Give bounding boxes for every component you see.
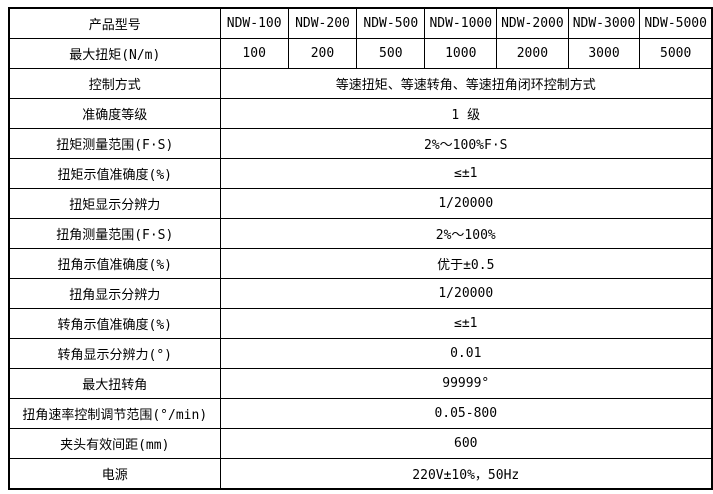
table-row: 扭角显示分辨力 1/20000 [8, 278, 713, 309]
table-row: 扭矩测量范围(F·S) 2%～100%F·S [8, 128, 713, 159]
table-row: 最大扭矩(N/m) 100 200 500 1000 2000 3000 5000 [8, 38, 713, 69]
spec-row-label: 转角显示分辨力(°) [8, 338, 221, 369]
model-name-cell: NDW-5000 [639, 7, 713, 39]
table-row: 扭矩显示分辨力 1/20000 [8, 188, 713, 219]
torque-value-cell: 3000 [567, 38, 641, 69]
table-row: 扭角示值准确度(%) 优于±0.5 [8, 248, 713, 279]
table-row: 产品型号 NDW-100 NDW-200 NDW-500 NDW-1000 NDW-200… [8, 7, 713, 39]
table-row: 扭矩示值准确度(%) ≤±1 [8, 158, 713, 189]
model-name-cell: NDW-1000 [424, 7, 498, 39]
table-row: 转角示值准确度(%) ≤±1 [8, 308, 713, 339]
spec-row-label: 扭矩示值准确度(%) [8, 158, 221, 189]
table-row: 扭角速率控制调节范围(°/min) 0.05-800 [8, 398, 713, 429]
table-row: 最大扭转角 99999° [8, 368, 713, 399]
torque-value-cell: 500 [356, 38, 426, 69]
spec-row-label: 扭角测量范围(F·S) [8, 218, 221, 249]
model-name-cell: NDW-200 [287, 7, 358, 39]
row-label-product-model: 产品型号 [8, 7, 221, 39]
spec-table-container: 产品型号 NDW-100 NDW-200 NDW-500 NDW-1000 NDW-200… [8, 7, 713, 490]
spec-row-label: 夹头有效间距(mm) [8, 428, 221, 459]
spec-row-label: 扭角示值准确度(%) [8, 248, 221, 279]
model-name-cell: NDW-3000 [567, 7, 641, 39]
spec-row-label: 扭矩显示分辨力 [8, 188, 221, 219]
model-name-cell: NDW-2000 [496, 7, 569, 39]
spec-row-value: 1/20000 [219, 188, 713, 219]
table-row: 转角显示分辨力(°) 0.01 [8, 338, 713, 369]
spec-row-value: 等速扭矩、等速转角、等速扭角闭环控制方式 [219, 68, 713, 99]
spec-row-value: 600 [219, 428, 713, 459]
spec-row-value: 2%～100% [219, 218, 713, 249]
table-row: 控制方式 等速扭矩、等速转角、等速扭角闭环控制方式 [8, 68, 713, 99]
torque-value-cell: 2000 [496, 38, 569, 69]
spec-row-label: 转角示值准确度(%) [8, 308, 221, 339]
product-spec-table: 产品型号 NDW-100 NDW-200 NDW-500 NDW-1000 NDW-200… [8, 7, 713, 490]
spec-row-value: 2%～100%F·S [219, 128, 713, 159]
torque-value-cell: 5000 [639, 38, 713, 69]
torque-value-cell: 100 [219, 38, 289, 69]
torque-value-cell: 1000 [424, 38, 498, 69]
spec-row-value: ≤±1 [219, 158, 713, 189]
spec-row-label: 准确度等级 [8, 98, 221, 129]
model-name-cell: NDW-500 [356, 7, 426, 39]
spec-row-label: 控制方式 [8, 68, 221, 99]
spec-row-value: 优于±0.5 [219, 248, 713, 279]
table-row: 扭角测量范围(F·S) 2%～100% [8, 218, 713, 249]
spec-row-label: 最大扭转角 [8, 368, 221, 399]
spec-row-value: 99999° [219, 368, 713, 399]
spec-row-label: 扭角速率控制调节范围(°/min) [8, 398, 221, 429]
table-row: 电源 220V±10%，50Hz [8, 458, 713, 490]
spec-row-value: ≤±1 [219, 308, 713, 339]
spec-row-value: 1 级 [219, 98, 713, 129]
spec-row-label: 扭角显示分辨力 [8, 278, 221, 309]
spec-row-label: 扭矩测量范围(F·S) [8, 128, 221, 159]
spec-row-value: 0.01 [219, 338, 713, 369]
spec-row-value: 0.05-800 [219, 398, 713, 429]
spec-row-value: 220V±10%，50Hz [219, 458, 713, 490]
torque-value-cell: 200 [287, 38, 358, 69]
spec-row-value: 1/20000 [219, 278, 713, 309]
table-row: 准确度等级 1 级 [8, 98, 713, 129]
spec-row-label: 电源 [8, 458, 221, 490]
model-name-cell: NDW-100 [219, 7, 289, 39]
row-label-max-torque: 最大扭矩(N/m) [8, 38, 221, 69]
table-row: 夹头有效间距(mm) 600 [8, 428, 713, 459]
